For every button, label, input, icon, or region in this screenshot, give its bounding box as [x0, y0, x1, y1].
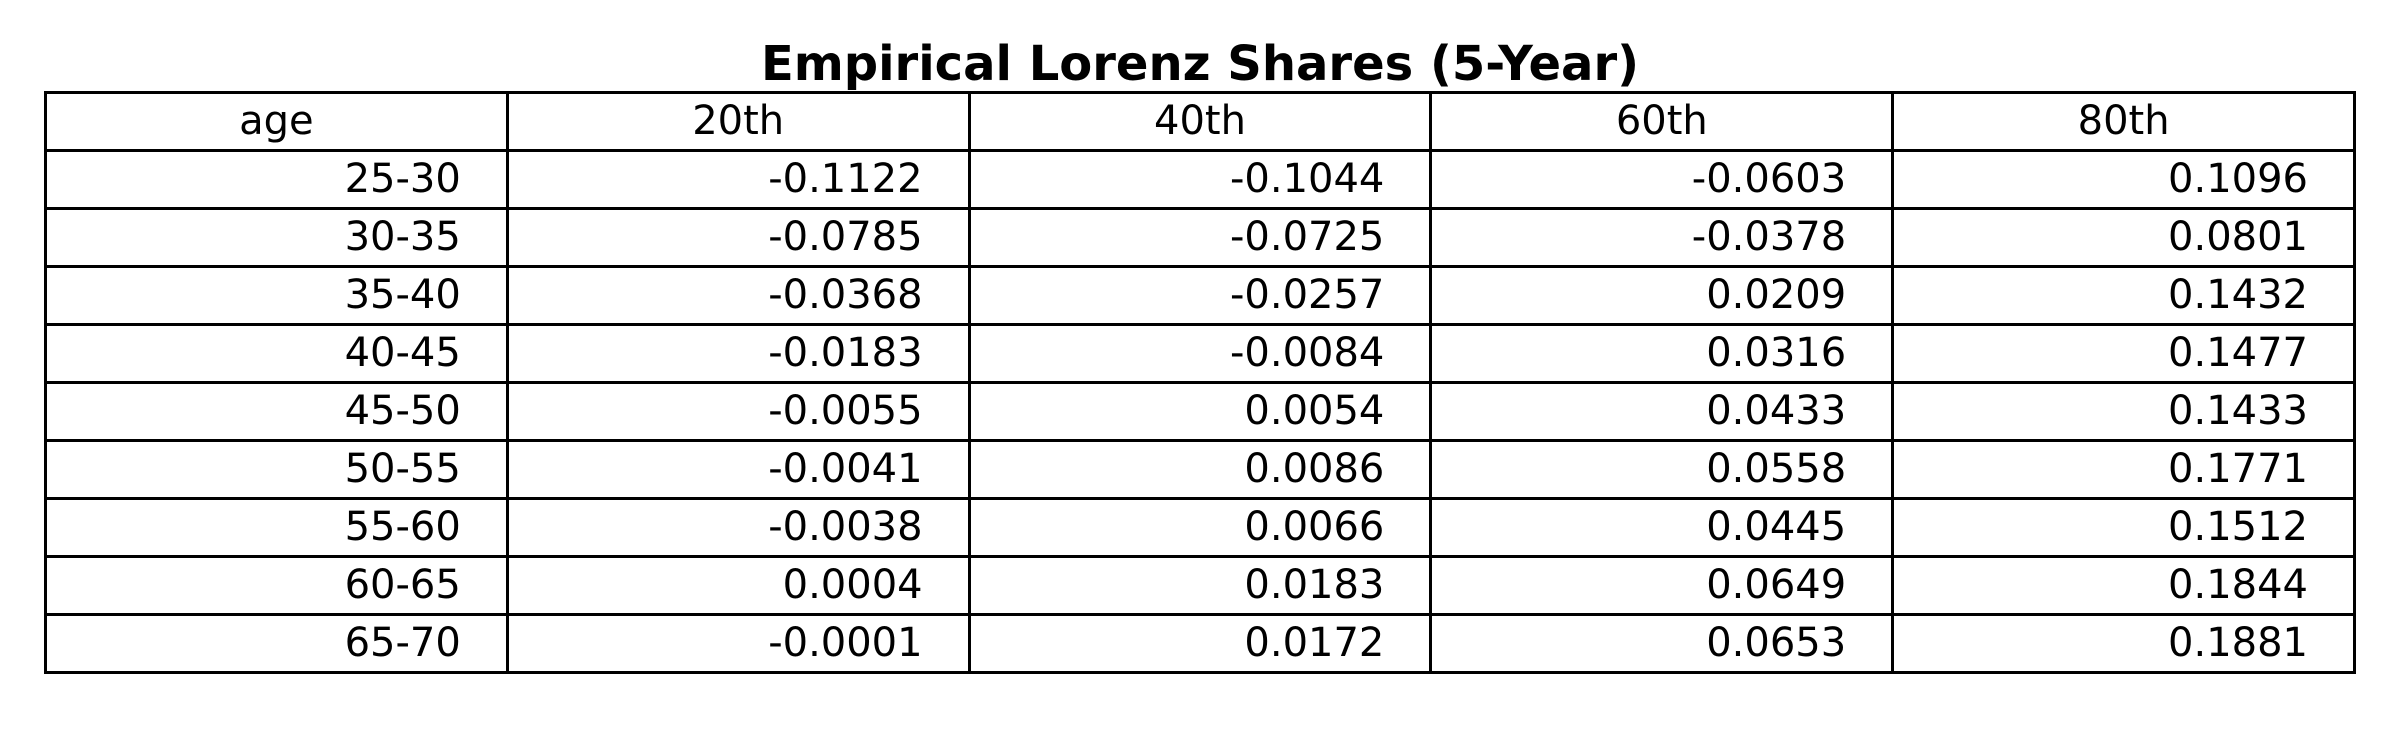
table-cell-age: 45-50 — [44, 381, 509, 442]
table-cell-60th: 0.0653 — [1429, 613, 1895, 674]
table-cell-60th: -0.0603 — [1429, 149, 1895, 210]
table-row: 30-35 -0.0785 -0.0725 -0.0378 0.0801 — [44, 207, 2356, 268]
table-cell-80th: 0.0801 — [1891, 207, 2356, 268]
column-header-60th: 60th — [1429, 91, 1895, 152]
table-cell-40th: 0.0054 — [967, 381, 1433, 442]
column-header-age: age — [44, 91, 509, 152]
table-cell-20th: -0.0041 — [505, 439, 971, 500]
table-cell-80th: 0.1771 — [1891, 439, 2356, 500]
chart-title: Empirical Lorenz Shares (5-Year) — [760, 36, 1640, 92]
table-row: 60-65 0.0004 0.0183 0.0649 0.1844 — [44, 555, 2356, 616]
table-cell-40th: -0.0725 — [967, 207, 1433, 268]
column-header-80th: 80th — [1891, 91, 2356, 152]
table-cell-40th: -0.0257 — [967, 265, 1433, 326]
table-cell-80th: 0.1881 — [1891, 613, 2356, 674]
table-cell-age: 30-35 — [44, 207, 509, 268]
table-row: 45-50 -0.0055 0.0054 0.0433 0.1433 — [44, 381, 2356, 442]
table-cell-80th: 0.1096 — [1891, 149, 2356, 210]
table-cell-20th: -0.0038 — [505, 497, 971, 558]
table-cell-80th: 0.1512 — [1891, 497, 2356, 558]
table-row: 50-55 -0.0041 0.0086 0.0558 0.1771 — [44, 439, 2356, 500]
table-cell-80th: 0.1433 — [1891, 381, 2356, 442]
table-cell-40th: -0.1044 — [967, 149, 1433, 210]
table-cell-40th: 0.0172 — [967, 613, 1433, 674]
data-table: age 20th 40th 60th 80th 25-30 -0.1122 -0.1… — [44, 91, 2356, 674]
table-cell-60th: 0.0649 — [1429, 555, 1895, 616]
table-row: 35-40 -0.0368 -0.0257 0.0209 0.1432 — [44, 265, 2356, 326]
table-cell-20th: -0.0785 — [505, 207, 971, 268]
table-body: 25-30 -0.1122 -0.1044 -0.0603 0.1096 30-35 -0.… — [44, 149, 2356, 674]
table-cell-60th: 0.0558 — [1429, 439, 1895, 500]
table-cell-80th: 0.1477 — [1891, 323, 2356, 384]
table-cell-60th: -0.0378 — [1429, 207, 1895, 268]
column-header-40th: 40th — [967, 91, 1433, 152]
header-row: age 20th 40th 60th 80th — [44, 91, 2356, 152]
table-row: 65-70 -0.0001 0.0172 0.0653 0.1881 — [44, 613, 2356, 674]
table-cell-age: 25-30 — [44, 149, 509, 210]
table-cell-20th: -0.0368 — [505, 265, 971, 326]
table-cell-20th: -0.0055 — [505, 381, 971, 442]
table-cell-40th: 0.0086 — [967, 439, 1433, 500]
table-row: 25-30 -0.1122 -0.1044 -0.0603 0.1096 — [44, 149, 2356, 210]
table-cell-20th: -0.1122 — [505, 149, 971, 210]
table-cell-60th: 0.0209 — [1429, 265, 1895, 326]
column-header-20th: 20th — [505, 91, 971, 152]
table-cell-age: 50-55 — [44, 439, 509, 500]
table-cell-40th: -0.0084 — [967, 323, 1433, 384]
table-cell-20th: -0.0001 — [505, 613, 971, 674]
table-row: 40-45 -0.0183 -0.0084 0.0316 0.1477 — [44, 323, 2356, 384]
table-cell-age: 55-60 — [44, 497, 509, 558]
table-cell-age: 65-70 — [44, 613, 509, 674]
table-cell-20th: 0.0004 — [505, 555, 971, 616]
table-cell-age: 35-40 — [44, 265, 509, 326]
table-row: 55-60 -0.0038 0.0066 0.0445 0.1512 — [44, 497, 2356, 558]
table-cell-60th: 0.0316 — [1429, 323, 1895, 384]
table-cell-age: 40-45 — [44, 323, 509, 384]
table-cell-40th: 0.0183 — [967, 555, 1433, 616]
table-cell-20th: -0.0183 — [505, 323, 971, 384]
table-cell-age: 60-65 — [44, 555, 509, 616]
table-cell-40th: 0.0066 — [967, 497, 1433, 558]
table-cell-60th: 0.0433 — [1429, 381, 1895, 442]
table-cell-60th: 0.0445 — [1429, 497, 1895, 558]
table-cell-80th: 0.1432 — [1891, 265, 2356, 326]
table-cell-80th: 0.1844 — [1891, 555, 2356, 616]
